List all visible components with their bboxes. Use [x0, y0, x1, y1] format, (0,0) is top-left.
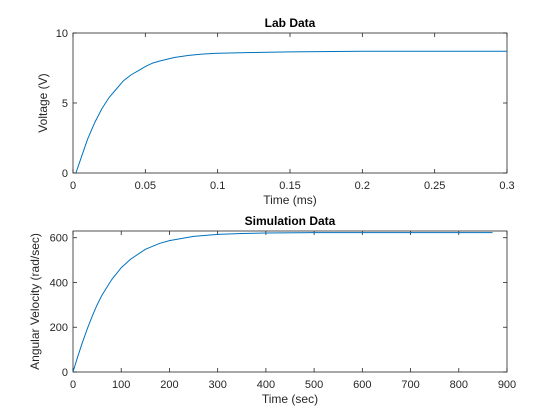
simulation-data-x-tick-label: 500: [305, 379, 323, 391]
simulation-data-x-tick-label: 700: [401, 379, 419, 391]
simulation-data-x-tick-label: 200: [160, 379, 178, 391]
simulation-data-y-tick-label: 200: [50, 322, 68, 334]
lab-data-y-tick-label: 0: [62, 168, 68, 180]
simulation-data-x-tick-label: 0: [70, 379, 76, 391]
simulation-data-x-tick-label: 900: [498, 379, 516, 391]
simulation-data-x-tick-label: 800: [450, 379, 468, 391]
lab-data-axes-box: [72, 32, 508, 174]
simulation-data-chart: 0 100 200 300 400 500 600 700 800 900 0 200 400 600 Si…: [28, 214, 516, 406]
simulation-data-y-tick-label: 0: [62, 367, 68, 379]
lab-data-x-tick-label: 0.15: [279, 180, 300, 192]
simulation-data-x-axis-label: Time (sec): [262, 392, 318, 406]
lab-data-series-line: [75, 50, 507, 174]
lab-data-x-tick-label: 0.2: [355, 180, 370, 192]
lab-data-x-tick-label: 0.1: [210, 180, 225, 192]
simulation-data-y-axis-label: Angular Velocity (rad/sec): [28, 233, 42, 370]
simulation-data-x-tick-label: 600: [353, 379, 371, 391]
lab-data-x-axis-label: Time (ms): [263, 193, 317, 207]
simulation-data-y-tick-label: 600: [50, 233, 68, 245]
simulation-data-y-tick-label: 400: [50, 277, 68, 289]
simulation-data-x-tick-label: 300: [208, 379, 226, 391]
lab-data-y-tick-label: 10: [56, 28, 68, 40]
lab-data-x-tick-label: 0.05: [135, 180, 156, 192]
simulation-data-series-line: [72, 232, 493, 373]
lab-data-x-tick-label: 0.25: [424, 180, 445, 192]
simulation-data-title: Simulation Data: [245, 214, 336, 228]
lab-data-x-tick-label: 0: [70, 180, 76, 192]
simulation-data-x-tick-label: 400: [257, 379, 275, 391]
simulation-data-x-tick-label: 100: [112, 379, 130, 391]
lab-data-x-tick-label: 0.3: [499, 180, 514, 192]
simulation-data-axes-box: [72, 230, 508, 373]
lab-data-chart: 0 0.05 0.1 0.15 0.2 0.25 0.3 0 5 10 Lab Data Time (…: [36, 16, 515, 207]
lab-data-y-axis-label: Voltage (V): [36, 73, 50, 132]
lab-data-y-tick-label: 5: [62, 98, 68, 110]
lab-data-title: Lab Data: [265, 16, 316, 30]
